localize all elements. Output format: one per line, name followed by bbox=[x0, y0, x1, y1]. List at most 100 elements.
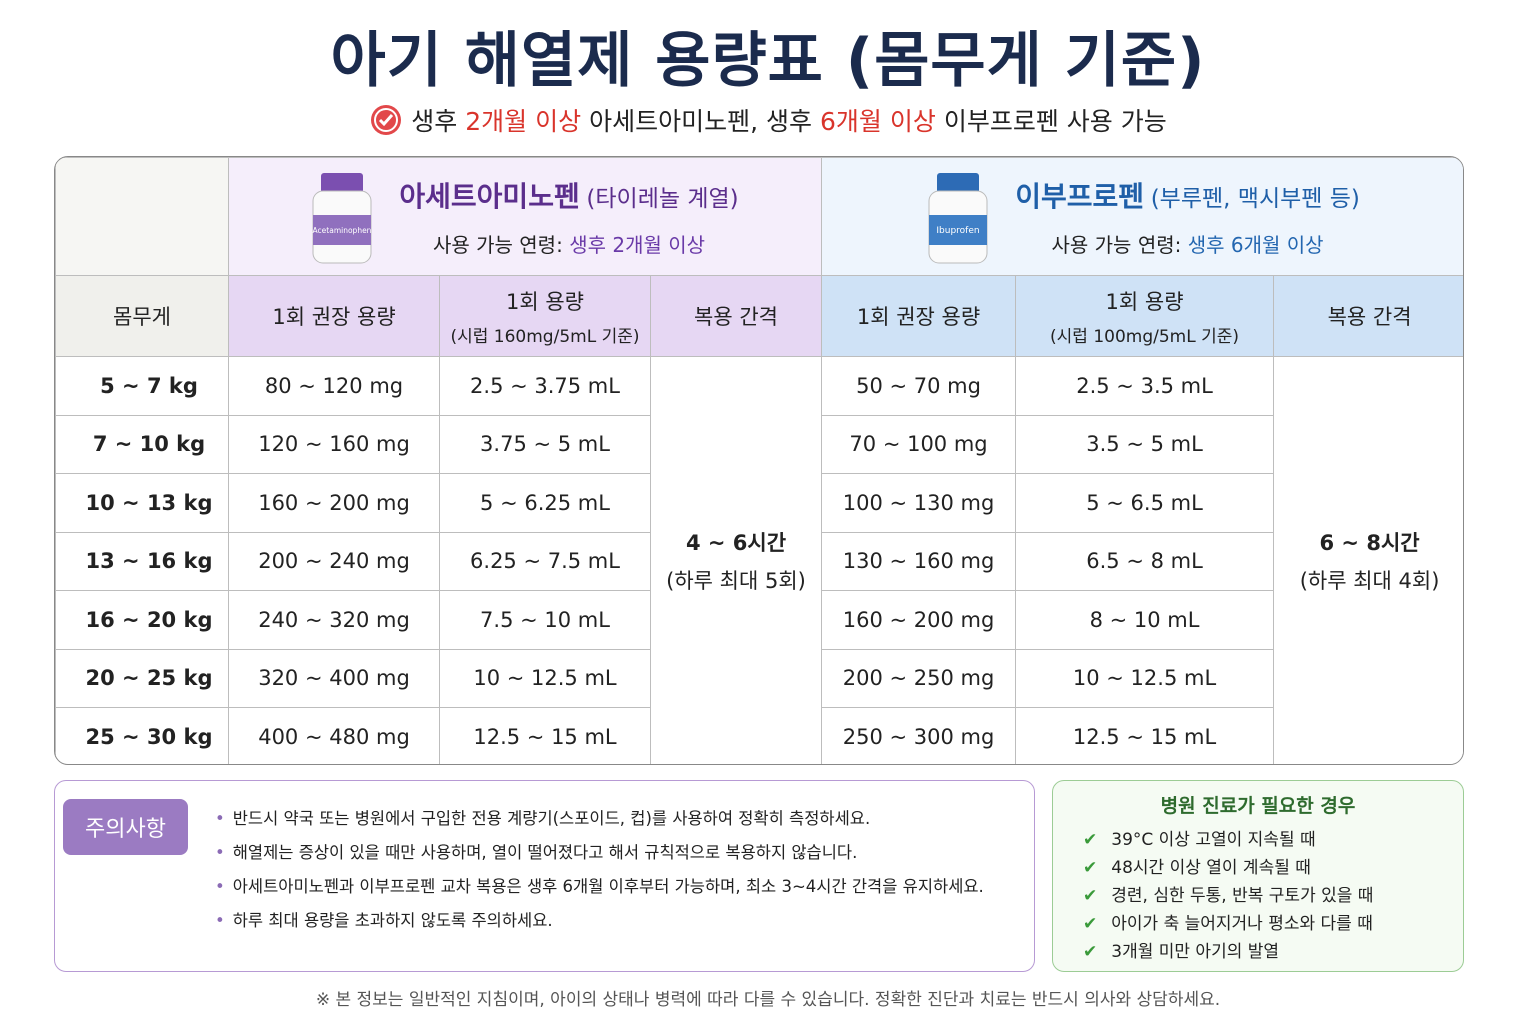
age-value: 생후 6개월 이상 bbox=[1187, 233, 1324, 257]
dose-cell: 6.25 ~ 7.5 mL bbox=[439, 531, 651, 591]
dose-cell: 200 ~ 250 mg bbox=[821, 648, 1017, 708]
subtitle: 생후 2개월 이상 아세트아미노펜, 생후 6개월 이상 이부프로펜 사용 가능 bbox=[0, 102, 1536, 138]
dose-cell: 10 ~ 12.5 mL bbox=[1015, 648, 1275, 708]
dose-cell: 160 ~ 200 mg bbox=[821, 590, 1017, 650]
table-row: 20 ~ 25 kg 320 ~ 400 mg 10 ~ 12.5 mL 200 ~ … bbox=[55, 648, 1464, 708]
drug-header: Acetaminophen 아세트아미노펜 (타이레놀 계열) 사용 가능 연령… bbox=[227, 157, 823, 276]
hospital-box: 병원 진료가 필요한 경우 39°C 이상 고열이 지속될 때48시간 이상 열… bbox=[1052, 780, 1464, 972]
title: 아기 해열제 용량표 (몸무게 기준) bbox=[330, 26, 1206, 96]
weight-cell: 20 ~ 25 kg bbox=[55, 648, 229, 708]
weight-cell: 7 ~ 10 kg bbox=[55, 414, 229, 474]
dose-cell: 400 ~ 480 mg bbox=[228, 707, 440, 764]
caution-item: 해열제는 증상이 있을 때만 사용하며, 열이 떨어졌다고 해서 규칙적으로 복… bbox=[215, 839, 984, 873]
interval-text: 6 ~ 8시간 bbox=[1319, 531, 1420, 556]
age-label: 사용 가능 연령: bbox=[432, 233, 563, 257]
table-row: 13 ~ 16 kg 200 ~ 240 mg 6.25 ~ 7.5 mL 130 ~… bbox=[55, 531, 1464, 591]
dose-cell: 3.5 ~ 5 mL bbox=[1015, 414, 1275, 474]
dose-cell: 70 ~ 100 mg bbox=[821, 414, 1017, 474]
dose-cell: 2.5 ~ 3.75 mL bbox=[439, 356, 651, 416]
column-header: 1회 용량 (시럽 160mg/5mL 기준) bbox=[439, 275, 651, 357]
dose-cell: 320 ~ 400 mg bbox=[228, 648, 440, 708]
caution-box: 주의사항 반드시 약국 또는 병원에서 구입한 전용 계량기(스포이드, 컵)를… bbox=[54, 780, 1035, 972]
table-row: 5 ~ 7 kg 80 ~ 120 mg 2.5 ~ 3.75 mL 4 ~ 6시간 (… bbox=[55, 356, 1463, 764]
weight-cell: 13 ~ 16 kg bbox=[55, 531, 229, 591]
dose-cell: 12.5 ~ 15 mL bbox=[439, 707, 651, 764]
subtitle-highlight: 2개월 이상 bbox=[465, 107, 582, 136]
subtitle-highlight: 6개월 이상 bbox=[820, 107, 936, 136]
dose-cell: 130 ~ 160 mg bbox=[821, 531, 1017, 591]
table-row: 10 ~ 13 kg 160 ~ 200 mg 5 ~ 6.25 mL 100 ~ 1… bbox=[55, 473, 1464, 533]
dose-cell: 8 ~ 10 mL bbox=[1015, 590, 1275, 650]
dose-cell: 5 ~ 6.25 mL bbox=[439, 473, 651, 533]
bottle-label: Ibuprofen bbox=[937, 226, 980, 236]
caution-item: 반드시 약국 또는 병원에서 구입한 전용 계량기(스포이드, 컵)를 사용하여… bbox=[215, 805, 984, 839]
dose-cell: 50 ~ 70 mg bbox=[821, 356, 1017, 416]
dose-cell: 250 ~ 300 mg bbox=[821, 707, 1017, 764]
weight-cell: 5 ~ 7 kg bbox=[55, 356, 229, 416]
caution-item: 하루 최대 용량을 초과하지 않도록 주의하세요. bbox=[215, 907, 984, 941]
interval-text: 4 ~ 6시간 bbox=[685, 531, 787, 556]
hospital-item: 경련, 심한 두통, 반복 구토가 있을 때 bbox=[1083, 881, 1373, 909]
caution-list: 반드시 약국 또는 병원에서 구입한 전용 계량기(스포이드, 컵)를 사용하여… bbox=[215, 805, 984, 941]
dose-table: Acetaminophen 아세트아미노펜 (타이레놀 계열) 사용 가능 연령… bbox=[54, 156, 1464, 765]
subtitle-text: 이부프로펜 사용 가능 bbox=[943, 107, 1167, 136]
table: Acetaminophen 아세트아미노펜 (타이레놀 계열) 사용 가능 연령… bbox=[55, 157, 1464, 764]
interval-note: (하루 최대 5회) bbox=[666, 569, 806, 594]
weight-cell: 25 ~ 30 kg bbox=[55, 707, 229, 764]
subtitle-text: 생후 bbox=[411, 107, 458, 136]
age-label: 사용 가능 연령: bbox=[1051, 233, 1182, 257]
column-header: 복용 간격 bbox=[649, 275, 823, 357]
column-header: 1회 권장 용량 bbox=[228, 275, 440, 357]
weight-cell: 10 ~ 13 kg bbox=[55, 473, 229, 533]
hospital-list: 39°C 이상 고열이 지속될 때48시간 이상 열이 계속될 때경련, 심한 … bbox=[1083, 825, 1373, 965]
dose-cell: 120 ~ 160 mg bbox=[228, 414, 440, 474]
drug-header: Ibuprofen 이부프로펜 (부루펜, 맥시부펜 등) 사용 가능 연령: … bbox=[821, 157, 1463, 276]
drug-name: 이부프로펜 bbox=[1015, 180, 1145, 213]
caution-label: 주의사항 bbox=[63, 799, 188, 855]
table-row: 16 ~ 20 kg 240 ~ 320 mg 7.5 ~ 10 mL 160 ~ 2… bbox=[55, 590, 1464, 650]
dose-cell: 160 ~ 200 mg bbox=[228, 473, 440, 533]
column-header: 1회 권장 용량 bbox=[821, 275, 1017, 357]
empty-cell bbox=[55, 157, 229, 276]
weight-cell: 16 ~ 20 kg bbox=[55, 590, 229, 650]
interval-note: (하루 최대 4회) bbox=[1299, 569, 1440, 594]
footer-note: ※ 본 정보는 일반적인 지침이며, 아이의 상태나 병력에 따라 다를 수 있… bbox=[315, 990, 1221, 1010]
dose-cell: 80 ~ 120 mg bbox=[228, 356, 440, 416]
age-value: 생후 2개월 이상 bbox=[569, 233, 706, 257]
dose-cell: 10 ~ 12.5 mL bbox=[439, 648, 651, 708]
dose-cell: 240 ~ 320 mg bbox=[228, 590, 440, 650]
dose-cell: 6.5 ~ 8 mL bbox=[1015, 531, 1275, 591]
column-header-note: (시럽 160mg/5mL 기준) bbox=[450, 326, 640, 347]
interval-cell: 6 ~ 8시간 (하루 최대 4회) bbox=[1273, 356, 1463, 764]
column-header: 1회 용량 (시럽 100mg/5mL 기준) bbox=[1015, 275, 1275, 357]
drug-note: (부루펜, 맥시부펜 등) bbox=[1150, 186, 1360, 212]
column-header: 몸무게 bbox=[55, 275, 229, 357]
drug-name: 아세트아미노펜 bbox=[399, 180, 580, 213]
bottle-icon: Acetaminophen bbox=[312, 172, 372, 263]
interval-cell: 4 ~ 6시간 (하루 최대 5회) bbox=[649, 356, 823, 764]
column-header: 복용 간격 bbox=[1273, 275, 1463, 357]
dose-cell: 5 ~ 6.5 mL bbox=[1015, 473, 1275, 533]
hospital-item: 3개월 미만 아기의 발열 bbox=[1083, 937, 1373, 965]
table-row: 25 ~ 30 kg 400 ~ 480 mg 12.5 ~ 15 mL 250 ~ … bbox=[55, 707, 1464, 764]
hospital-title: 병원 진료가 필요한 경우 bbox=[1160, 795, 1356, 817]
hospital-item: 아이가 축 늘어지거나 평소와 다를 때 bbox=[1083, 909, 1373, 937]
dose-cell: 12.5 ~ 15 mL bbox=[1015, 707, 1275, 764]
column-header-text: 1회 용량 bbox=[506, 289, 584, 314]
bottle-label: Acetaminophen bbox=[313, 226, 372, 235]
hospital-item: 48시간 이상 열이 계속될 때 bbox=[1083, 853, 1373, 881]
dose-cell: 7.5 ~ 10 mL bbox=[439, 590, 651, 650]
check-icon bbox=[371, 105, 402, 135]
caution-item: 아세트아미노펜과 이부프로펜 교차 복용은 생후 6개월 이후부터 가능하며, … bbox=[215, 873, 984, 907]
dose-cell: 2.5 ~ 3.5 mL bbox=[1015, 356, 1275, 416]
subtitle-text: 아세트아미노펜, 생후 bbox=[589, 107, 812, 136]
dose-cell: 3.75 ~ 5 mL bbox=[439, 414, 651, 474]
bottle-icon: Ibuprofen bbox=[928, 172, 988, 263]
dose-cell: 200 ~ 240 mg bbox=[228, 531, 440, 591]
column-header-text: 1회 용량 bbox=[1105, 289, 1184, 314]
drug-note: (타이레놀 계열) bbox=[586, 186, 739, 212]
dose-cell: 100 ~ 130 mg bbox=[821, 473, 1017, 533]
hospital-item: 39°C 이상 고열이 지속될 때 bbox=[1083, 825, 1373, 853]
column-header-note: (시럽 100mg/5mL 기준) bbox=[1050, 326, 1240, 347]
